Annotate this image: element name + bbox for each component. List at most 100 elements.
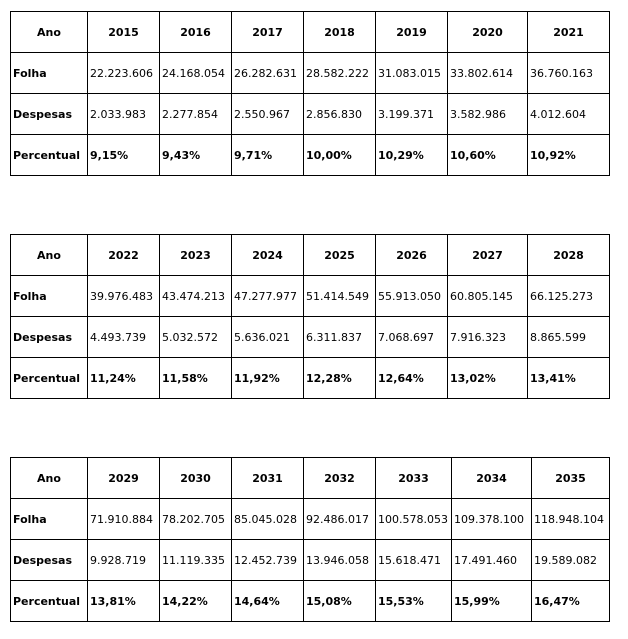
year-header: 2029 (87, 457, 160, 499)
percentual-value: 11,24% (87, 357, 160, 399)
folha-value: 92.486.017 (303, 498, 376, 540)
despesas-value: 2.856.830 (303, 93, 376, 135)
row-label: Folha (10, 275, 88, 317)
percentual-row: Percentual 13,81% 14,22% 14,64% 15,08% 1… (10, 580, 610, 622)
despesas-value: 2.550.967 (231, 93, 304, 135)
folha-value: 100.578.053 (375, 498, 452, 540)
year-header: 2028 (527, 234, 610, 276)
year-header: 2030 (159, 457, 232, 499)
folha-value: 31.083.015 (375, 52, 448, 94)
year-header: 2016 (159, 11, 232, 53)
percentual-value: 15,99% (451, 580, 532, 622)
year-header: 2024 (231, 234, 304, 276)
despesas-value: 15.618.471 (375, 539, 452, 581)
percentual-value: 13,41% (527, 357, 610, 399)
percentual-value: 10,29% (375, 134, 448, 176)
despesas-value: 11.119.335 (159, 539, 232, 581)
row-label: Despesas (10, 539, 88, 581)
percentual-row: Percentual 11,24% 11,58% 11,92% 12,28% 1… (10, 357, 610, 399)
row-label: Folha (10, 52, 88, 94)
folha-value: 71.910.884 (87, 498, 160, 540)
despesas-value: 3.582.986 (447, 93, 528, 135)
percentual-value: 12,64% (375, 357, 448, 399)
percentual-value: 13,81% (87, 580, 160, 622)
percentual-value: 10,92% (527, 134, 610, 176)
year-header: 2018 (303, 11, 376, 53)
folha-value: 43.474.213 (159, 275, 232, 317)
year-header: 2026 (375, 234, 448, 276)
despesas-value: 7.068.697 (375, 316, 448, 358)
despesas-value: 12.452.739 (231, 539, 304, 581)
year-header: 2022 (87, 234, 160, 276)
percentual-value: 13,02% (447, 357, 528, 399)
despesas-row: Despesas 2.033.983 2.277.854 2.550.967 2… (10, 93, 610, 135)
percentual-value: 14,22% (159, 580, 232, 622)
percentual-value: 11,58% (159, 357, 232, 399)
despesas-value: 2.033.983 (87, 93, 160, 135)
row-label: Percentual (10, 134, 88, 176)
folha-value: 47.277.977 (231, 275, 304, 317)
despesas-row: Despesas 9.928.719 11.119.335 12.452.739… (10, 539, 610, 581)
despesas-value: 9.928.719 (87, 539, 160, 581)
percentual-value: 9,71% (231, 134, 304, 176)
folha-value: 55.913.050 (375, 275, 448, 317)
folha-value: 118.948.104 (531, 498, 610, 540)
folha-row: Folha 22.223.606 24.168.054 26.282.631 2… (10, 52, 610, 94)
header-label: Ano (10, 457, 88, 499)
despesas-value: 5.032.572 (159, 316, 232, 358)
year-header: 2019 (375, 11, 448, 53)
year-header: 2021 (527, 11, 610, 53)
year-header: 2033 (375, 457, 452, 499)
year-header: 2023 (159, 234, 232, 276)
percentual-value: 9,43% (159, 134, 232, 176)
despesas-value: 4.012.604 (527, 93, 610, 135)
header-row: Ano 2022 2023 2024 2025 2026 2027 2028 (10, 234, 610, 276)
year-header: 2027 (447, 234, 528, 276)
percentual-value: 15,08% (303, 580, 376, 622)
despesas-value: 19.589.082 (531, 539, 610, 581)
percentual-value: 10,00% (303, 134, 376, 176)
despesas-value: 2.277.854 (159, 93, 232, 135)
folha-value: 109.378.100 (451, 498, 532, 540)
row-label: Percentual (10, 580, 88, 622)
percentual-value: 16,47% (531, 580, 610, 622)
folha-value: 36.760.163 (527, 52, 610, 94)
folha-value: 85.045.028 (231, 498, 304, 540)
folha-value: 39.976.483 (87, 275, 160, 317)
despesas-value: 17.491.460 (451, 539, 532, 581)
percentual-row: Percentual 9,15% 9,43% 9,71% 10,00% 10,2… (10, 134, 610, 176)
header-row: Ano 2029 2030 2031 2032 2033 2034 2035 (10, 457, 610, 499)
projection-table-2015-2021: Ano 2015 2016 2017 2018 2019 2020 2021 F… (10, 11, 610, 176)
row-label: Despesas (10, 93, 88, 135)
folha-value: 66.125.273 (527, 275, 610, 317)
row-label: Percentual (10, 357, 88, 399)
year-header: 2031 (231, 457, 304, 499)
header-label: Ano (10, 11, 88, 53)
despesas-value: 3.199.371 (375, 93, 448, 135)
projection-table-2029-2035: Ano 2029 2030 2031 2032 2033 2034 2035 F… (10, 457, 610, 622)
percentual-value: 11,92% (231, 357, 304, 399)
percentual-value: 9,15% (87, 134, 160, 176)
year-header: 2015 (87, 11, 160, 53)
folha-value: 22.223.606 (87, 52, 160, 94)
folha-value: 24.168.054 (159, 52, 232, 94)
folha-value: 51.414.549 (303, 275, 376, 317)
year-header: 2035 (531, 457, 610, 499)
year-header: 2017 (231, 11, 304, 53)
percentual-value: 10,60% (447, 134, 528, 176)
projection-table-2022-2028: Ano 2022 2023 2024 2025 2026 2027 2028 F… (10, 234, 610, 399)
folha-value: 60.805.145 (447, 275, 528, 317)
folha-value: 78.202.705 (159, 498, 232, 540)
despesas-value: 7.916.323 (447, 316, 528, 358)
row-label: Despesas (10, 316, 88, 358)
percentual-value: 14,64% (231, 580, 304, 622)
folha-row: Folha 39.976.483 43.474.213 47.277.977 5… (10, 275, 610, 317)
year-header: 2032 (303, 457, 376, 499)
despesas-value: 6.311.837 (303, 316, 376, 358)
despesas-value: 13.946.058 (303, 539, 376, 581)
year-header: 2025 (303, 234, 376, 276)
folha-row: Folha 71.910.884 78.202.705 85.045.028 9… (10, 498, 610, 540)
folha-value: 33.802.614 (447, 52, 528, 94)
year-header: 2020 (447, 11, 528, 53)
header-label: Ano (10, 234, 88, 276)
